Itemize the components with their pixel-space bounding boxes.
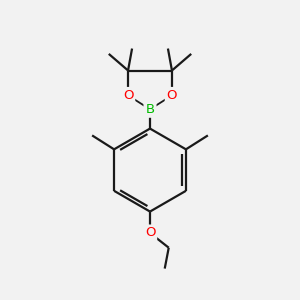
Text: B: B bbox=[146, 103, 154, 116]
Text: O: O bbox=[145, 226, 155, 239]
Text: O: O bbox=[123, 89, 133, 102]
Text: O: O bbox=[167, 89, 177, 102]
